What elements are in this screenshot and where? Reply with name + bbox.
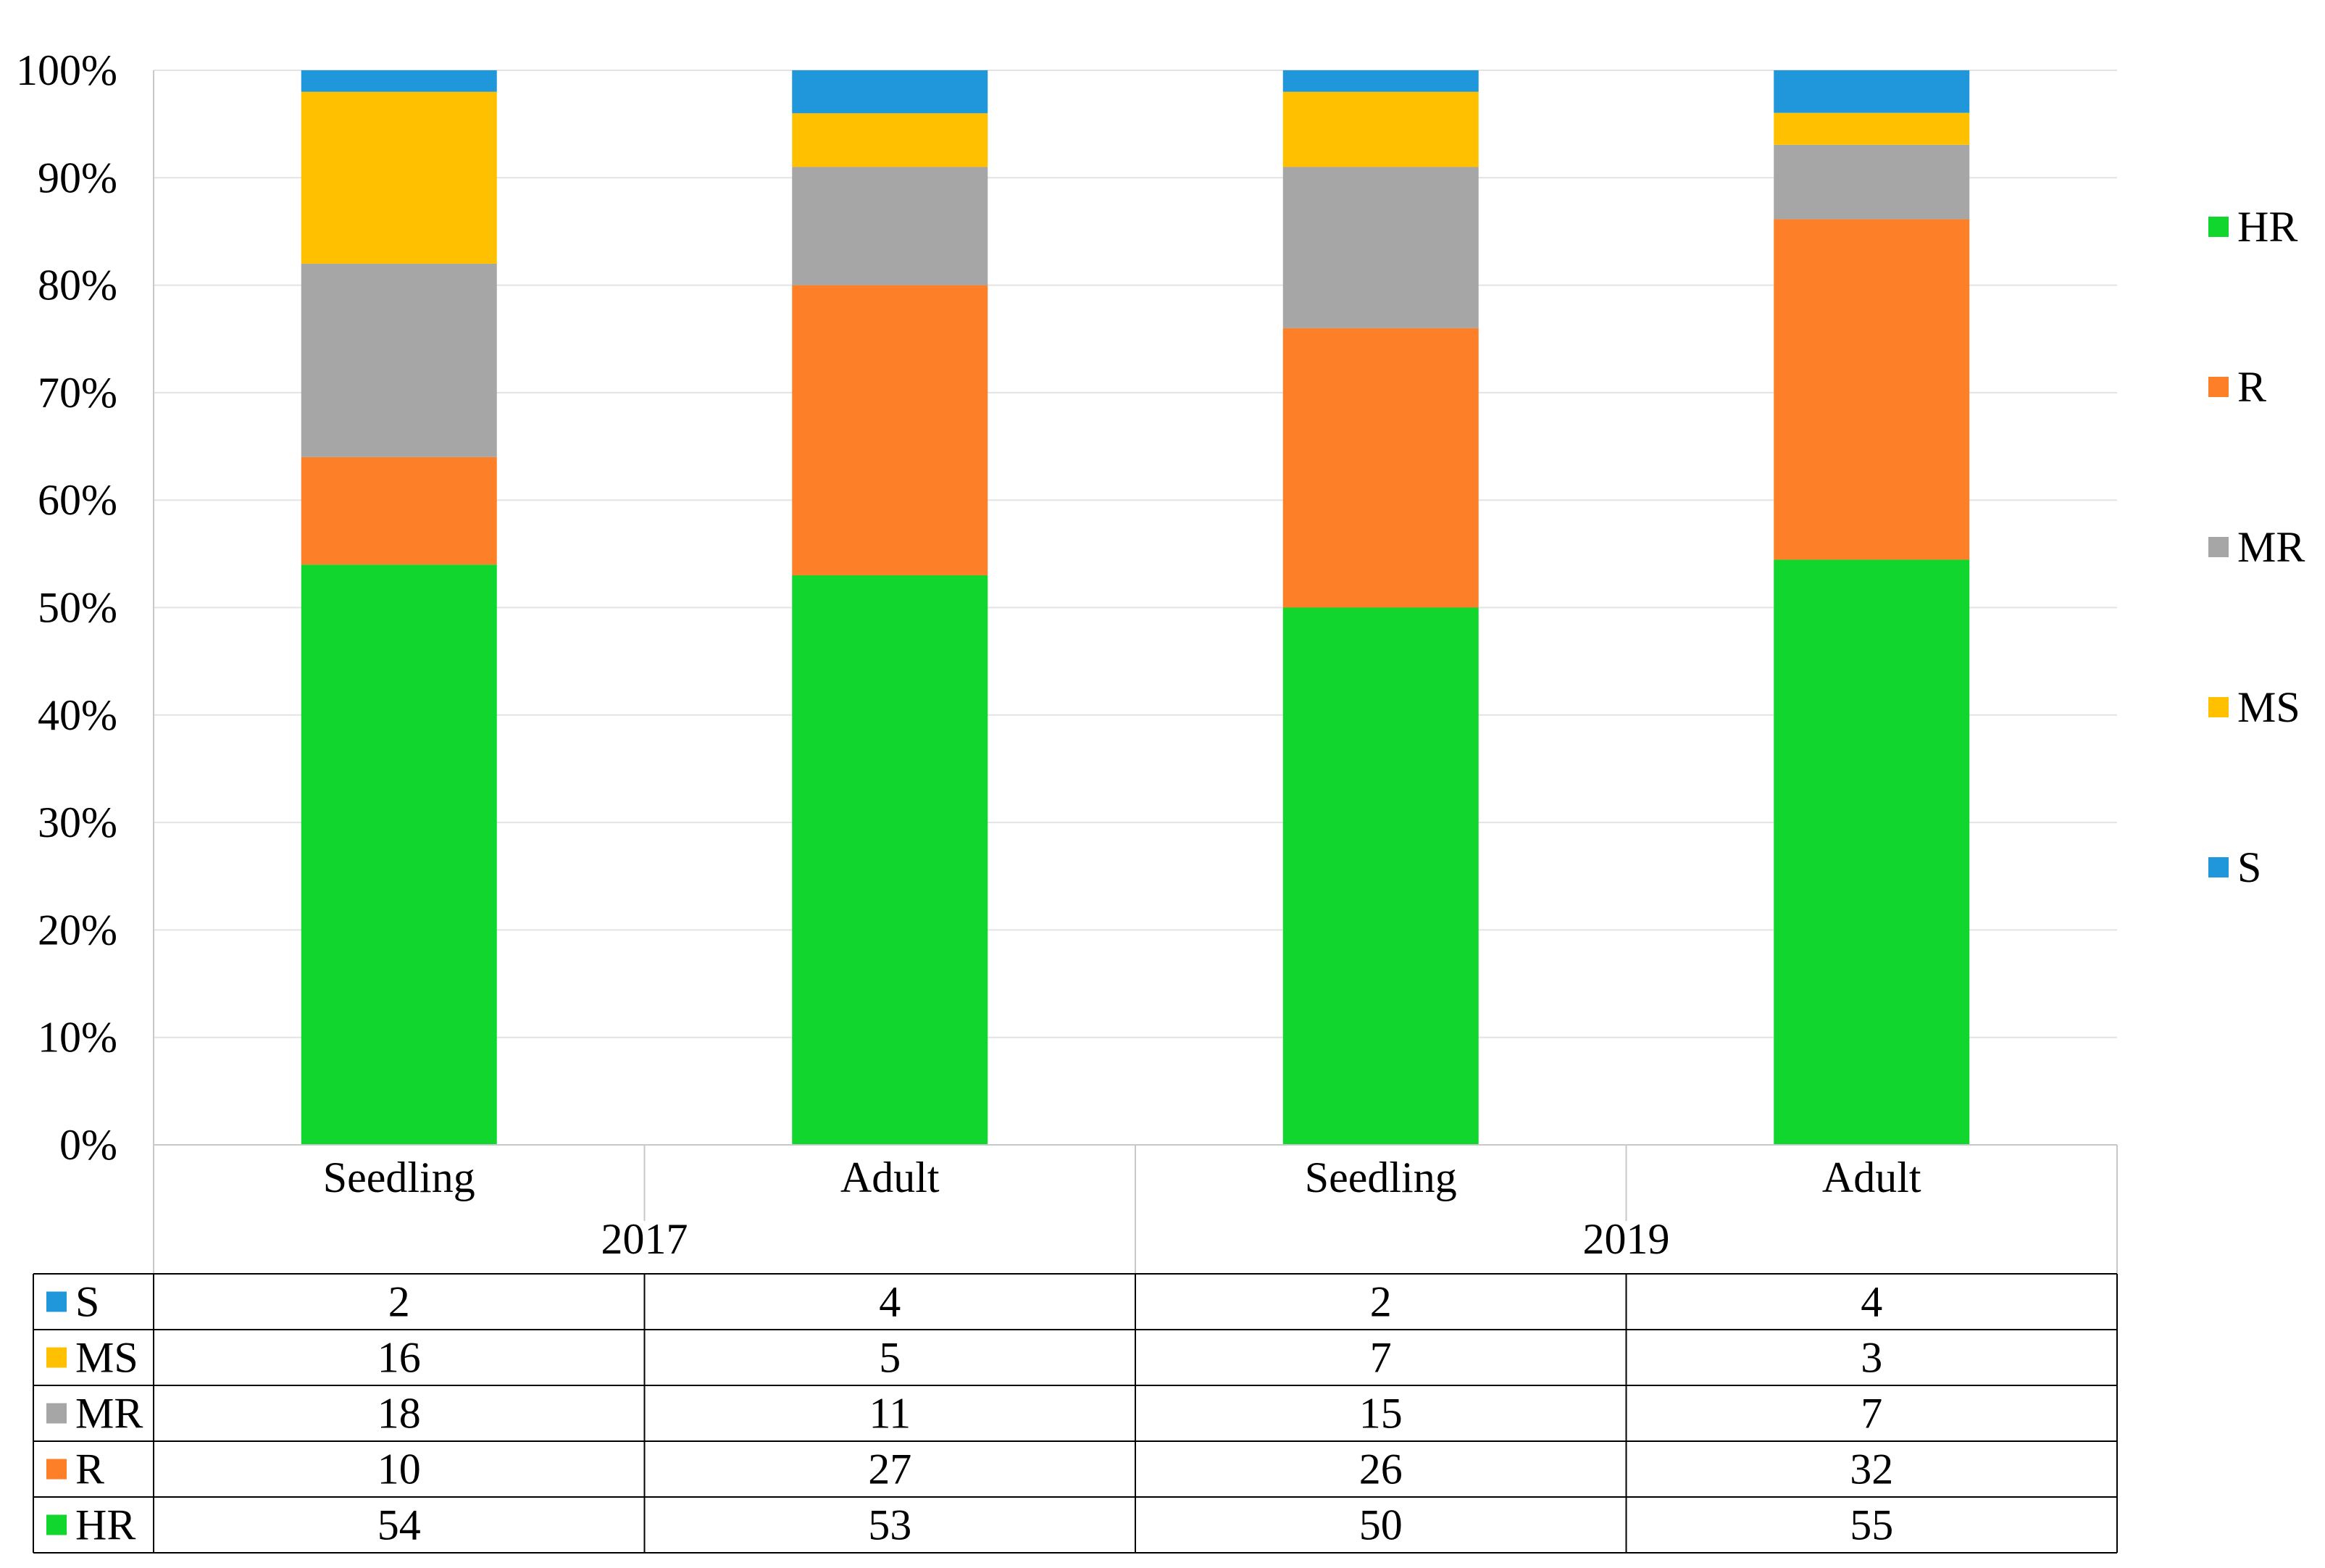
y-tick-label: 100%	[16, 46, 117, 94]
bar-segment-r-2	[1282, 328, 1479, 608]
x-group-label-1: 2019	[1583, 1215, 1670, 1263]
bar-segment-hr-1	[792, 575, 988, 1145]
table-cell-hr-1: 53	[868, 1501, 911, 1549]
table-cell-s-0: 2	[388, 1278, 410, 1326]
y-tick-label: 60%	[38, 476, 117, 524]
table-cell-hr-2: 50	[1359, 1501, 1403, 1549]
table-cell-s-1: 4	[879, 1278, 901, 1326]
table-row-label-hr: HR	[75, 1501, 135, 1549]
legend: HR R MR MS S	[2208, 203, 2305, 891]
table-cell-r-3: 32	[1850, 1446, 1893, 1493]
table-key-swatch-s	[46, 1291, 67, 1312]
table-row-label-r: R	[75, 1446, 104, 1493]
table-key-swatch-mr	[46, 1403, 67, 1424]
y-tick-label: 90%	[38, 154, 117, 201]
y-tick-label: 80%	[38, 262, 117, 309]
bar-segment-hr-2	[1282, 607, 1479, 1145]
legend-swatch-ms	[2208, 697, 2229, 717]
y-tick-label: 20%	[38, 906, 117, 954]
bar-segment-ms-2	[1282, 91, 1479, 167]
bar-segment-ms-1	[792, 113, 988, 167]
table-cell-hr-0: 54	[377, 1501, 421, 1549]
legend-swatch-mr	[2208, 537, 2229, 557]
data-table: S 2 4 2 4 MS 16 5 7 3 MR 18 11 15 7 R 10 27 26 32 HR 54 53 50 55	[33, 1273, 2118, 1554]
legend-label-hr: HR	[2237, 203, 2297, 251]
y-tick-label: 30%	[38, 798, 117, 846]
legend-swatch-r	[2208, 377, 2229, 397]
table-cell-mr-3: 7	[1861, 1390, 1882, 1438]
x-group-label-0: 2017	[601, 1215, 688, 1263]
table-row-label-ms: MS	[75, 1334, 138, 1382]
y-tick-label: 50%	[38, 584, 117, 632]
table-cell-r-1: 27	[868, 1446, 911, 1493]
table-cell-r-0: 10	[377, 1446, 421, 1493]
bar-segment-ms-3	[1774, 112, 1970, 145]
table-cell-ms-1: 5	[879, 1334, 901, 1382]
table-row-label-s: S	[75, 1278, 99, 1326]
bar-segment-s-2	[1282, 70, 1479, 92]
table-cell-ms-0: 16	[377, 1334, 421, 1382]
table-key-swatch-ms	[46, 1347, 67, 1368]
legend-label-mr: MR	[2237, 523, 2305, 571]
table-cell-ms-3: 3	[1861, 1334, 1882, 1382]
legend-label-ms: MS	[2237, 683, 2300, 731]
bars	[301, 70, 1970, 1145]
bar-segment-ms-0	[301, 91, 497, 264]
bar-segment-s-1	[792, 70, 988, 114]
table-cell-mr-1: 11	[869, 1390, 911, 1438]
legend-label-s: S	[2237, 843, 2261, 891]
x-category-label-1: Adult	[840, 1154, 940, 1201]
y-tick-label: 70%	[38, 369, 117, 417]
bar-segment-r-0	[301, 456, 497, 565]
x-category-label-3: Adult	[1822, 1154, 1921, 1201]
bar-segment-mr-0	[301, 263, 497, 457]
legend-swatch-hr	[2208, 217, 2229, 237]
table-cell-s-3: 4	[1861, 1278, 1882, 1326]
legend-swatch-s	[2208, 857, 2229, 877]
legend-label-r: R	[2237, 363, 2266, 411]
x-category-label-0: Seedling	[323, 1154, 475, 1201]
bar-segment-r-1	[792, 285, 988, 576]
bar-segment-mr-3	[1774, 144, 1970, 220]
bar-segment-r-3	[1774, 219, 1970, 560]
y-tick-label: 10%	[38, 1014, 117, 1062]
table-cell-mr-2: 15	[1359, 1390, 1403, 1438]
table-row-label-mr: MR	[75, 1390, 143, 1438]
bar-segment-s-3	[1774, 70, 1970, 113]
x-category-label-2: Seedling	[1305, 1154, 1457, 1201]
bar-segment-hr-0	[301, 564, 497, 1145]
y-tick-label: 0%	[59, 1121, 117, 1169]
table-cell-s-2: 2	[1370, 1278, 1392, 1326]
bar-segment-mr-1	[792, 167, 988, 285]
y-axis: 0% 10% 20% 30% 40% 50% 60% 70% 80% 90% 100%	[16, 46, 117, 1169]
table-key-swatch-r	[46, 1459, 67, 1480]
table-key-swatch-hr	[46, 1514, 67, 1535]
y-tick-label: 40%	[38, 691, 117, 739]
table-cell-r-2: 26	[1359, 1446, 1403, 1493]
x-axis: Seedling Adult Seedling Adult 2017 2019	[153, 70, 2118, 1274]
table-cell-hr-3: 55	[1850, 1501, 1893, 1549]
bar-segment-s-0	[301, 70, 497, 92]
table-cell-mr-0: 18	[377, 1390, 421, 1438]
table-cell-ms-2: 7	[1370, 1334, 1392, 1382]
bar-segment-mr-2	[1282, 167, 1479, 328]
bar-segment-hr-3	[1774, 559, 1970, 1145]
